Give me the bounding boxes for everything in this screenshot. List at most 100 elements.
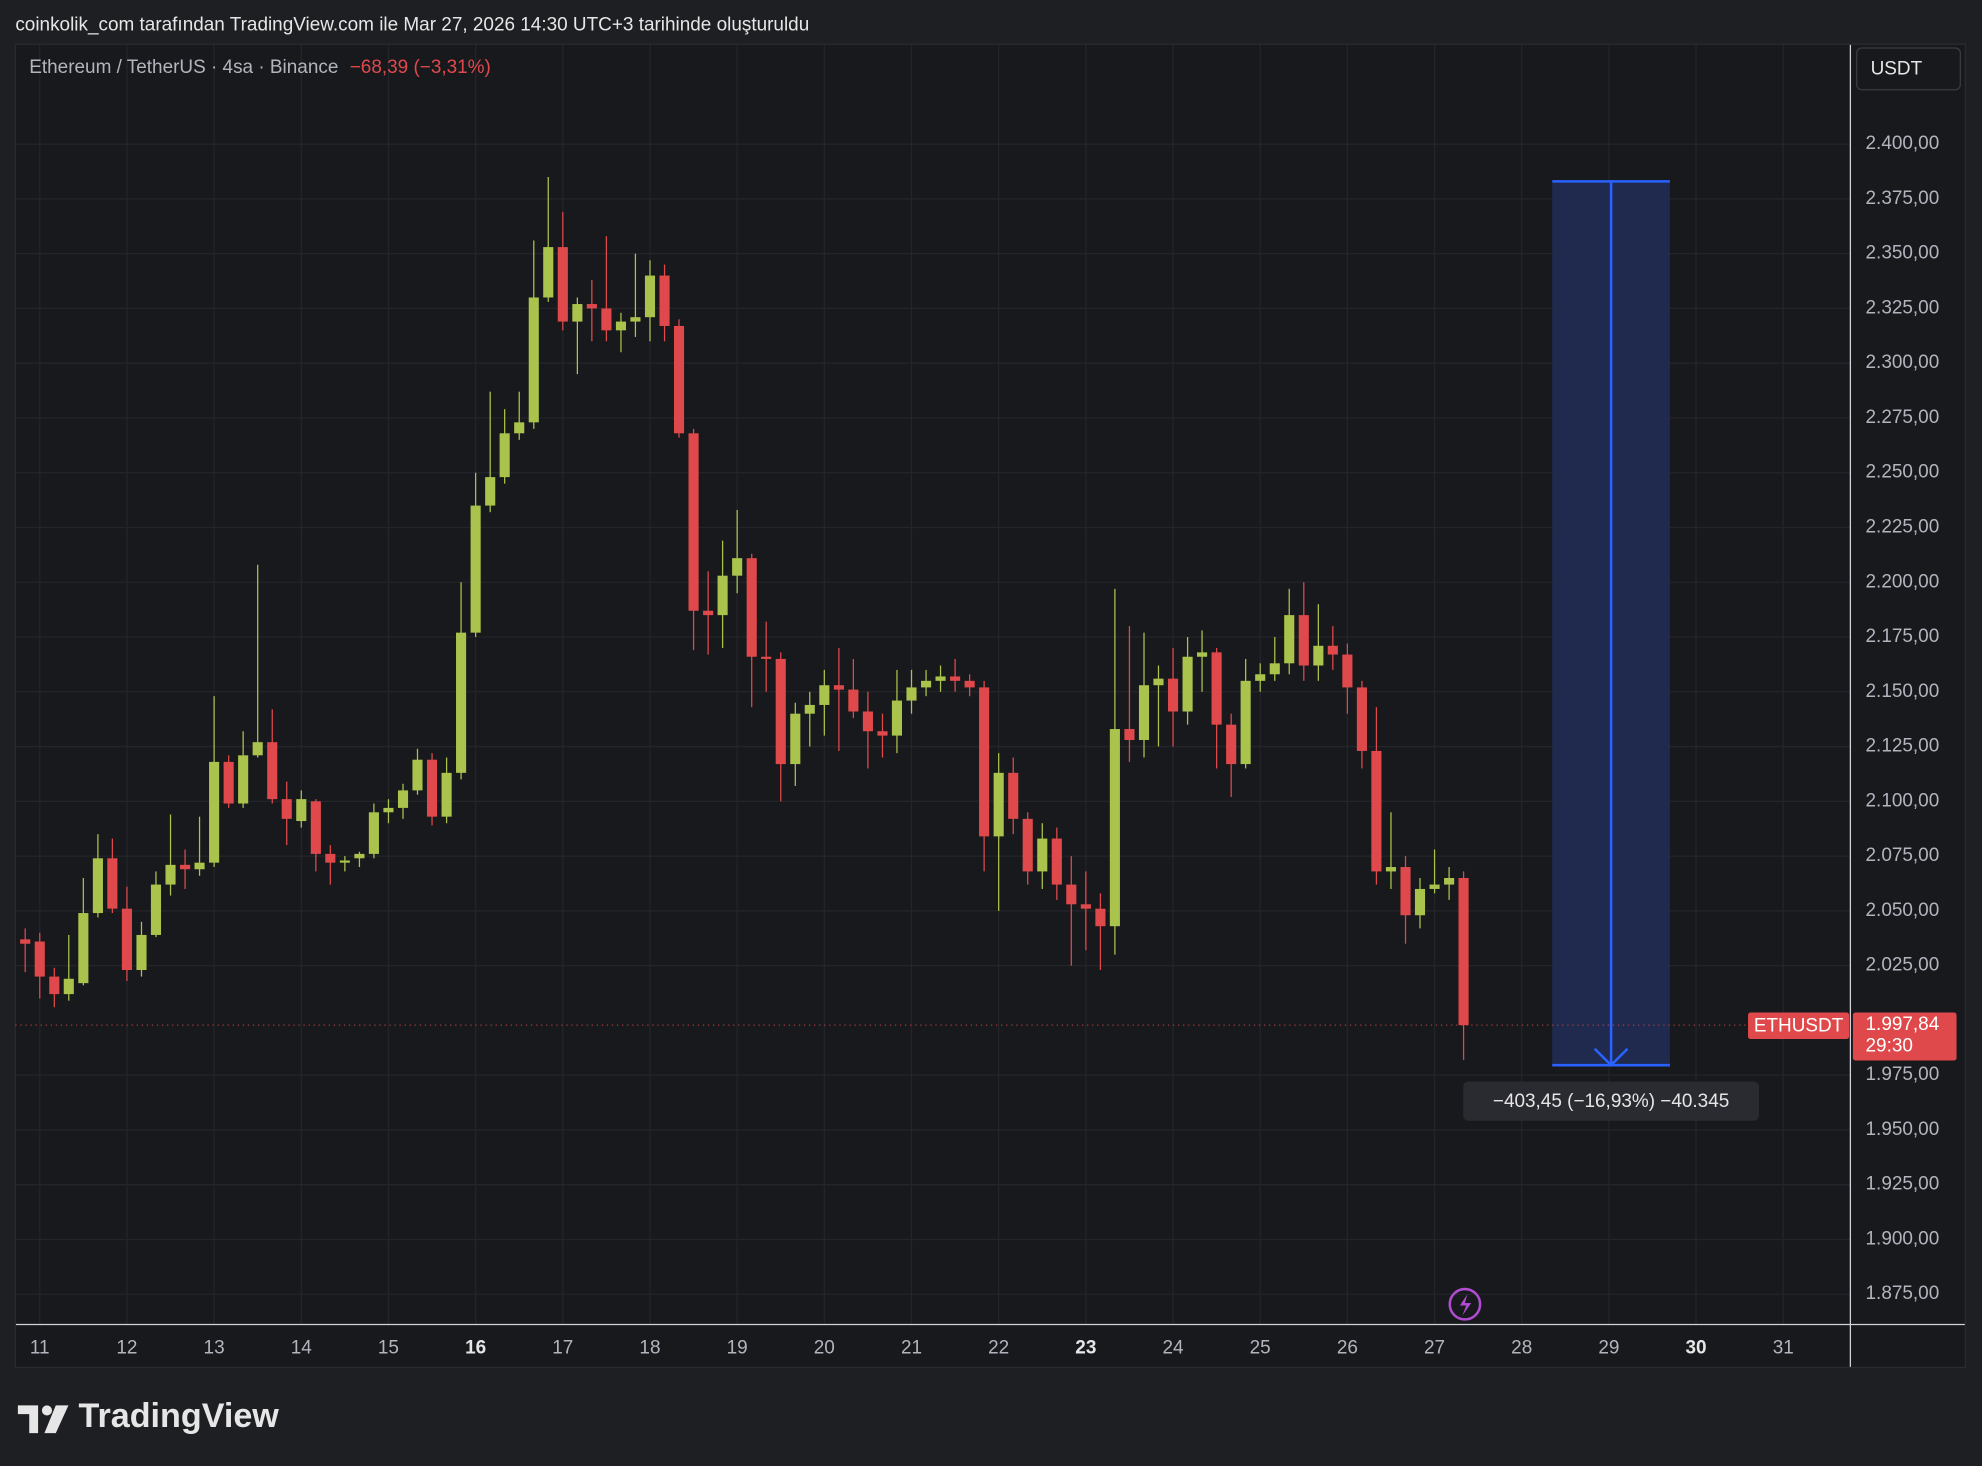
candle-body	[1051, 838, 1062, 885]
candle-body	[383, 807, 394, 813]
candle-body	[790, 713, 801, 765]
symbol-label: ETHUSDT	[1754, 1015, 1844, 1036]
frame	[14, 43, 1967, 1369]
candle-body	[775, 658, 786, 765]
y-tick-label: 1.975,00	[1866, 1064, 1940, 1085]
price-tag	[1852, 1012, 1957, 1061]
candle-body	[1327, 645, 1338, 655]
candle-body	[180, 864, 191, 870]
x-tick-label: 17	[552, 1337, 573, 1358]
candle-body	[49, 976, 60, 995]
candle-body	[891, 700, 903, 736]
y-tick-label: 2.350,00	[1866, 243, 1940, 264]
candle-body	[1342, 654, 1353, 688]
x-tick-label: 30	[1686, 1337, 1707, 1358]
candle-body	[1211, 652, 1222, 725]
y-tick-label: 2.275,00	[1866, 407, 1940, 428]
candle-body	[572, 304, 583, 322]
candle-body	[746, 558, 757, 657]
header: coinkolik_com tarafından TradingView.com…	[15, 14, 809, 35]
y-tick-label: 1.900,00	[1866, 1228, 1940, 1249]
y-tick-label: 2.175,00	[1866, 626, 1940, 647]
event-icon-bolt	[1459, 1294, 1472, 1316]
x-tick-label: 27	[1424, 1337, 1445, 1358]
candle-body	[732, 558, 743, 576]
x-tick-label: 11	[30, 1337, 50, 1358]
x-tick-label: 24	[1162, 1337, 1183, 1358]
x-tick-label: 28	[1511, 1337, 1532, 1358]
candle-body	[20, 939, 31, 944]
candle-body	[1153, 678, 1164, 686]
y-tick-label: 2.325,00	[1866, 297, 1940, 318]
candle-body	[426, 759, 438, 817]
candle-body	[877, 731, 888, 736]
last-price-label: 1.997,84	[1866, 1014, 1940, 1035]
candle-body	[1269, 663, 1280, 675]
y-tick-label: 2.200,00	[1866, 571, 1940, 592]
x-tick-label: 18	[639, 1337, 660, 1358]
x-tick-label: 21	[901, 1337, 922, 1358]
y-tick-label: 2.100,00	[1866, 790, 1940, 811]
measure-label: −403,45 (−16,93%) −40.345	[1493, 1091, 1729, 1112]
candle-body	[1197, 652, 1208, 657]
candle-body	[848, 689, 859, 712]
candle-body	[412, 759, 423, 791]
y-tick-label: 2.050,00	[1866, 900, 1940, 921]
candle-body	[528, 297, 539, 423]
candle-body	[1444, 877, 1455, 885]
event-icon	[1448, 1287, 1482, 1321]
candle-body	[1167, 678, 1179, 712]
candle-body	[92, 858, 103, 914]
candle-body	[485, 477, 496, 506]
candle-body	[1022, 818, 1033, 872]
candle-body	[935, 676, 946, 681]
candle-body	[441, 772, 452, 817]
candle-body	[499, 433, 510, 478]
candle-body	[456, 632, 467, 773]
x-tick-label: 16	[465, 1337, 486, 1358]
candle-body	[673, 325, 685, 434]
candle-body	[121, 908, 132, 971]
candle-body	[761, 656, 772, 659]
candle-body	[833, 685, 844, 690]
candle-body	[34, 941, 45, 977]
y-tick-label: 2.250,00	[1866, 462, 1940, 483]
candle-body	[543, 247, 554, 298]
candle-body	[1356, 687, 1367, 751]
x-tick-label: 22	[988, 1337, 1009, 1358]
candle-body	[514, 422, 525, 434]
candle-body	[1080, 904, 1091, 909]
candle-body	[688, 433, 699, 611]
candle-body	[1400, 867, 1411, 916]
x-tick-label: 15	[378, 1337, 399, 1358]
y-tick-label: 1.925,00	[1866, 1174, 1940, 1195]
y-tick-label: 2.125,00	[1866, 736, 1940, 757]
chart-title: Ethereum / TetherUS · 4sa · Binance	[29, 57, 338, 78]
y-tick-label: 1.950,00	[1866, 1119, 1940, 1140]
candle-body	[194, 862, 205, 870]
candle-body	[252, 742, 263, 756]
candle-body	[238, 755, 249, 804]
candle-body	[1414, 888, 1426, 916]
x-tick-label: 20	[814, 1337, 835, 1358]
x-tick-label: 14	[291, 1337, 312, 1358]
candle-body	[223, 761, 234, 804]
candle-body	[107, 858, 118, 909]
candle-body	[368, 812, 379, 854]
candle-body	[1385, 867, 1397, 872]
candle-body	[601, 308, 612, 331]
y-tick-label: 1.875,00	[1866, 1283, 1940, 1304]
candle-body	[354, 853, 365, 859]
candle-body	[717, 575, 728, 616]
x-tick-label: 13	[204, 1337, 225, 1358]
candle-body	[1095, 908, 1106, 927]
y-tick-label: 2.225,00	[1866, 516, 1940, 537]
x-tick-label: 19	[727, 1337, 748, 1358]
candle-body	[1255, 674, 1266, 681]
candle-body	[1429, 884, 1440, 889]
candle-body	[993, 772, 1004, 837]
measure-arrowhead	[1593, 1047, 1629, 1067]
candle-body	[615, 321, 627, 331]
candle-body	[339, 860, 350, 863]
